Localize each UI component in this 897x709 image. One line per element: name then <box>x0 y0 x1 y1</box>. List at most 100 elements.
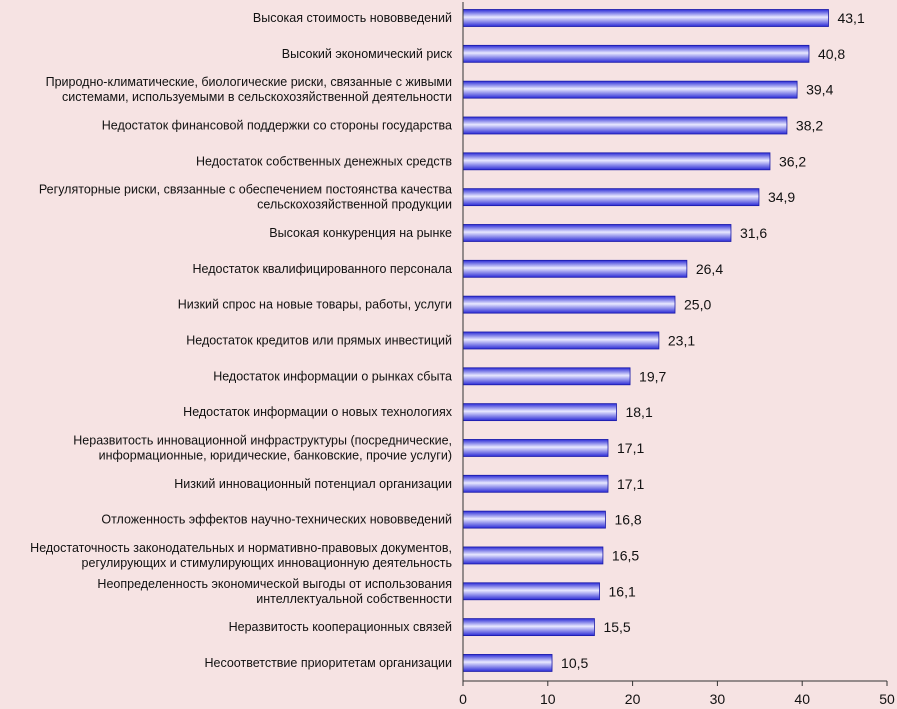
bar <box>462 9 829 27</box>
category-label-line: Недостаток информации о новых технология… <box>183 405 453 419</box>
bar <box>462 367 631 386</box>
category-label-line: Недостаточность законодательных и нормат… <box>30 541 452 555</box>
category-label: Природно-климатические, биологические ри… <box>46 75 452 104</box>
category-label-line: Недостаток информации о рынках сбыта <box>213 369 452 383</box>
bar <box>462 546 604 565</box>
bar-group: Низкий инновационный потенциал организац… <box>174 474 644 493</box>
bar <box>462 582 600 601</box>
category-label: Недостаток информации о новых технология… <box>183 405 453 419</box>
value-label: 19,7 <box>639 368 666 384</box>
bar-group: Высокий экономический риск 40,8 <box>282 44 845 63</box>
category-label: Недостаток информации о рынках сбыта <box>213 369 452 383</box>
category-label: Недостаток финансовой поддержки со сторо… <box>102 118 452 132</box>
value-label: 31,6 <box>740 225 767 241</box>
bar-group: Высокая конкуренция на рынке 31,6 <box>269 224 767 242</box>
x-tick-label: 50 <box>879 691 895 707</box>
bar <box>462 654 553 672</box>
category-label: Высокий экономический риск <box>282 47 453 61</box>
x-tick-label: 30 <box>710 691 726 707</box>
category-label-line: Несоответствие приоритетам организации <box>204 656 452 670</box>
category-label-line: интеллектуальной собственности <box>256 592 452 606</box>
x-tick-label: 20 <box>625 691 641 707</box>
category-label: Низкий инновационный потенциал организац… <box>174 477 452 491</box>
category-label: Регуляторные риски, связанные с обеспече… <box>39 183 452 212</box>
value-label: 16,1 <box>609 583 636 599</box>
x-tick-label: 10 <box>540 691 556 707</box>
bar-group: Неопределенность экономической выгоды от… <box>97 577 636 606</box>
category-label: Несоответствие приоритетам организации <box>204 656 452 670</box>
category-label-line: Низкий спрос на новые товары, работы, ус… <box>178 298 452 312</box>
value-label: 10,5 <box>561 655 588 671</box>
value-label: 23,1 <box>668 332 695 348</box>
value-label: 26,4 <box>696 261 723 277</box>
bar-group: Недостаток информации о рынках сбыта 19,7 <box>213 367 667 386</box>
category-label: Неразвитость кооперационных связей <box>229 620 452 634</box>
bar-group: Низкий спрос на новые товары, работы, ус… <box>178 295 711 314</box>
bar <box>462 44 810 63</box>
category-label-line: Природно-климатические, биологические ри… <box>46 75 452 89</box>
value-label: 16,5 <box>612 547 639 563</box>
bar <box>462 224 732 242</box>
x-tick-label: 40 <box>794 691 810 707</box>
bar <box>462 403 617 422</box>
bar <box>462 331 660 350</box>
category-label-line: Неразвитость инновационной инфраструктур… <box>73 433 452 447</box>
bar <box>462 188 760 207</box>
category-label: Недостаток собственных денежных средств <box>196 154 452 168</box>
category-label-line: Неопределенность экономической выгоды от… <box>97 577 452 591</box>
category-label-line: регулирующих и стимулирующих инновационн… <box>82 556 452 570</box>
bar-group: Недостаток квалифицированного персонала 2… <box>193 259 723 278</box>
bar <box>462 259 688 278</box>
category-label: Недостаток квалифицированного персонала <box>193 262 453 276</box>
bar-group: Высокая стоимость нововведений 43,1 <box>253 9 865 27</box>
category-label: Неразвитость инновационной инфраструктур… <box>73 433 452 462</box>
category-label: Низкий спрос на новые товары, работы, ус… <box>178 298 452 312</box>
value-label: 39,4 <box>806 82 833 98</box>
bar <box>462 116 788 135</box>
value-label: 16,8 <box>614 512 641 528</box>
bar-group: Недостаток финансовой поддержки со сторо… <box>102 116 823 135</box>
bar-group: Регуляторные риски, связанные с обеспече… <box>39 183 796 212</box>
x-tick-label: 0 <box>459 691 467 707</box>
category-label-line: Неразвитость кооперационных связей <box>229 620 452 634</box>
category-label-line: Низкий инновационный потенциал организац… <box>174 477 452 491</box>
category-label-line: Недостаток финансовой поддержки со сторо… <box>102 118 452 132</box>
value-label: 15,5 <box>603 619 630 635</box>
value-label: 38,2 <box>796 117 823 133</box>
bar <box>462 510 606 529</box>
category-label-line: Недостаток квалифицированного персонала <box>193 262 453 276</box>
bar-group: Недостаточность законодательных и нормат… <box>30 541 639 570</box>
bar-group: Недостаток собственных денежных средств 3… <box>196 152 806 171</box>
category-label: Неопределенность экономической выгоды от… <box>97 577 452 606</box>
value-label: 40,8 <box>818 46 845 62</box>
bar-group: Природно-климатические, биологические ри… <box>46 75 834 104</box>
category-label: Высокая стоимость нововведений <box>253 11 452 25</box>
bar <box>462 618 595 637</box>
category-label-line: Отложенность эффектов научно-технических… <box>101 513 452 527</box>
category-label-line: Недостаток кредитов или прямых инвестици… <box>186 333 452 347</box>
bar <box>462 295 676 314</box>
category-label-line: сельскохозяйственной продукции <box>257 198 452 212</box>
bar-group: Неразвитость инновационной инфраструктур… <box>73 433 644 462</box>
value-label: 18,1 <box>625 404 652 420</box>
value-label: 34,9 <box>768 189 795 205</box>
category-label: Высокая конкуренция на рынке <box>269 226 452 240</box>
bar <box>462 80 798 99</box>
bar-group: Недостаток информации о новых технология… <box>183 403 653 422</box>
category-label-line: Регуляторные риски, связанные с обеспече… <box>39 183 452 197</box>
value-label: 17,1 <box>617 440 644 456</box>
category-label: Недостаточность законодательных и нормат… <box>30 541 452 570</box>
category-label-line: информационные, юридические, банковские,… <box>99 448 452 462</box>
bar-group: Несоответствие приоритетам организации 10… <box>204 654 589 672</box>
bar-group: Неразвитость кооперационных связей 15,5 <box>229 618 631 637</box>
category-label-line: Высокий экономический риск <box>282 47 453 61</box>
category-label-line: Недостаток собственных денежных средств <box>196 154 452 168</box>
bar <box>462 152 771 171</box>
category-label-line: системами, используемыми в сельскохозяйс… <box>62 90 452 104</box>
bar <box>462 439 609 457</box>
value-label: 25,0 <box>684 297 711 313</box>
value-label: 36,2 <box>779 153 806 169</box>
category-label: Недостаток кредитов или прямых инвестици… <box>186 333 452 347</box>
category-label-line: Высокая конкуренция на рынке <box>269 226 452 240</box>
